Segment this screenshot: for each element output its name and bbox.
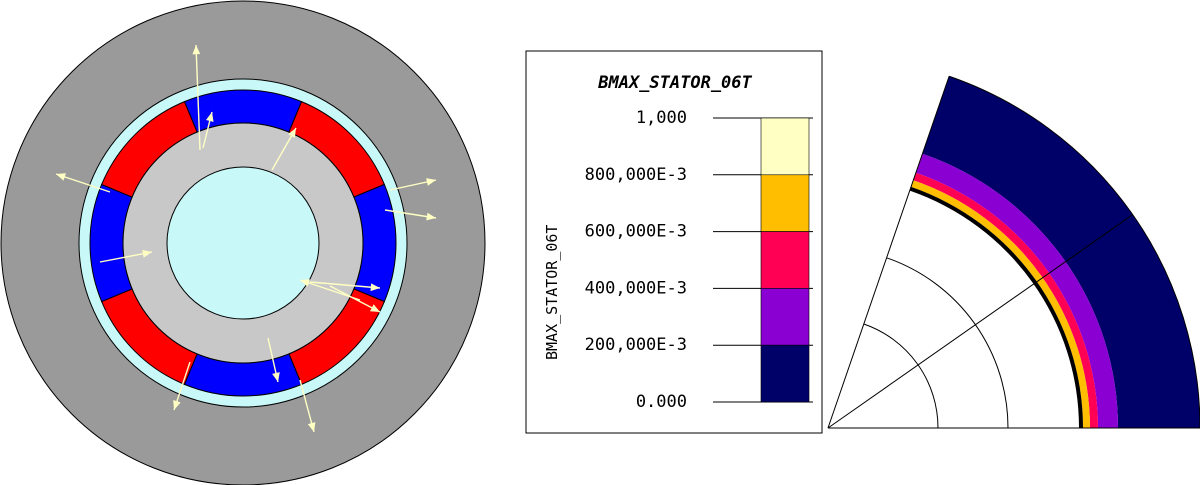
magnetization-arrow — [299, 279, 361, 301]
mesh-arc — [886, 257, 1009, 429]
arrow-head — [192, 45, 201, 55]
arrow-head — [56, 173, 66, 181]
arrow-head — [272, 372, 280, 382]
legend-tick-label: 800,000E-3 — [585, 165, 687, 185]
field-band-mid — [913, 172, 1098, 428]
field-band-mid-low — [915, 153, 1118, 428]
mesh-arc — [909, 189, 1081, 429]
legend-bands — [760, 117, 810, 403]
magnetization-arrows — [55, 44, 437, 433]
arrow-head — [426, 178, 436, 186]
motor-cross-section — [0, 0, 486, 485]
legend-tick-label: 1,000 — [636, 108, 687, 128]
legend-ticks: 1,000 800,000E-3 600,000E-3 400,000E-3 200,0… — [585, 108, 813, 412]
quarter-geometry — [827, 75, 1200, 429]
magnetization-arrow — [309, 281, 381, 289]
legend-color-band — [760, 344, 810, 403]
air-gap-boundary — [909, 186, 1083, 428]
shaft — [166, 166, 320, 320]
legend-color-band — [760, 117, 810, 176]
mesh-arc — [863, 323, 939, 429]
legend-axis-label: BMAX_STATOR_06T — [543, 225, 561, 360]
arrow-head — [173, 400, 181, 410]
arrow-head — [426, 212, 436, 221]
legend-tick-label: 0.000 — [636, 392, 687, 412]
legend-color-band — [760, 288, 810, 346]
field-band-low — [922, 76, 1200, 428]
arrow-head — [300, 279, 310, 287]
color-legend: BMAX_STATOR_06T BMAX_STATOR_06T 1,000 800… — [525, 50, 823, 434]
magnetization-arrow — [195, 44, 201, 151]
diagonal-line — [827, 214, 1134, 429]
arrow-head — [142, 249, 152, 258]
arrow-head — [370, 283, 380, 292]
outer-arc — [948, 75, 1200, 429]
upper-edge — [827, 76, 950, 429]
quarter-section-field-plot — [827, 75, 1200, 429]
legend-color-band — [760, 174, 810, 232]
magnet-ring — [89, 89, 397, 397]
arrow-head — [370, 304, 380, 312]
legend-tick-label: 600,000E-3 — [585, 222, 687, 242]
legend-color-band — [760, 231, 810, 289]
arrow-head — [307, 422, 316, 432]
arrow-head — [205, 112, 214, 122]
legend-title: BMAX_STATOR_06T — [597, 73, 752, 93]
legend-tick-label: 400,000E-3 — [585, 278, 687, 298]
legend-tick-label: 200,000E-3 — [585, 335, 687, 355]
magnetization-arrow — [55, 173, 111, 193]
arrow-head — [288, 128, 296, 138]
field-band-mid-high — [911, 180, 1090, 428]
